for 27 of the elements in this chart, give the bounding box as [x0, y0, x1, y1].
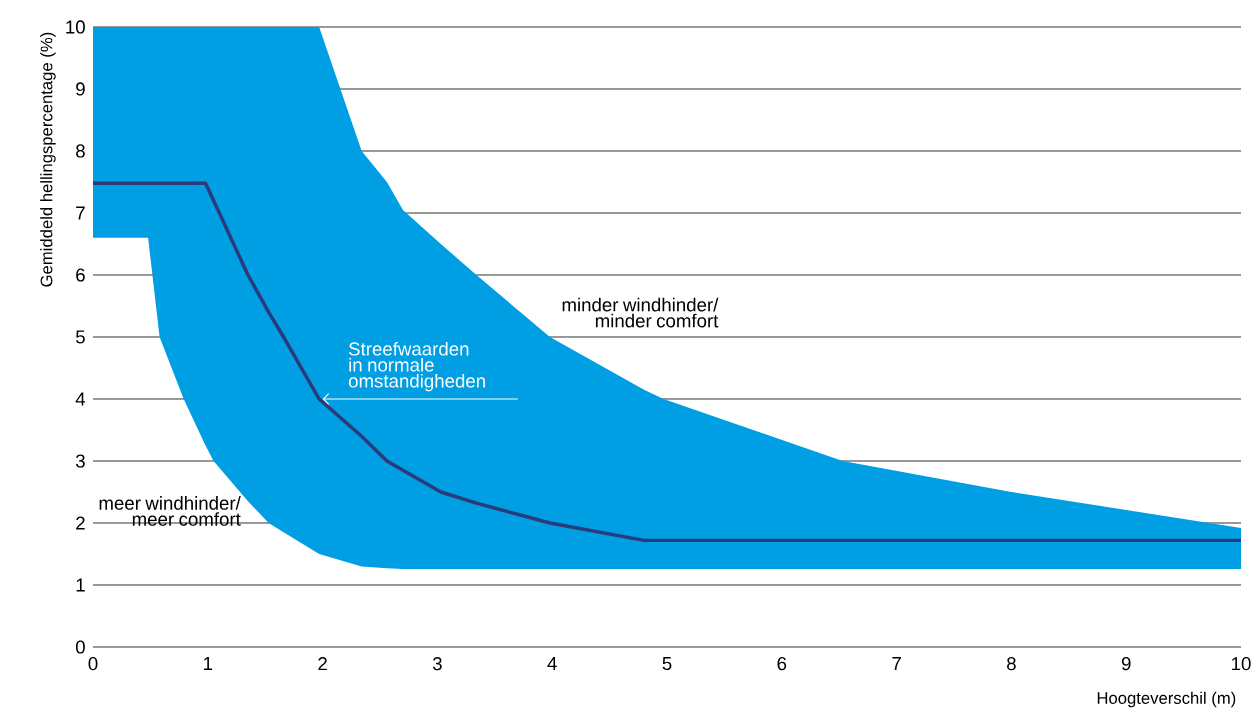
annotation: Streefwaarden in normale omstandigheden	[348, 341, 485, 392]
x-tick-label: 1	[204, 657, 213, 670]
y-tick-label: 0	[75, 640, 85, 654]
x-tick-label: 4	[547, 657, 557, 670]
y-axis-title: Gemiddeld hellingspercentage (%)	[40, 32, 56, 287]
x-tick-label: 8	[1007, 657, 1016, 671]
x-tick-label: 2	[318, 657, 327, 671]
y-tick-label: 4	[75, 392, 86, 406]
y-tick-label: 1	[76, 578, 85, 592]
y-tick-label: 8	[76, 144, 85, 158]
x-tick-label: 10	[1232, 657, 1251, 671]
x-axis-title: Hoogteverschil (m)	[1097, 691, 1236, 708]
y-tick-label: 2	[76, 516, 85, 530]
x-tick-label: 0	[88, 657, 98, 671]
y-tick-label: 6	[76, 268, 85, 282]
annotation: meer windhinder/ meer comfort	[99, 496, 241, 526]
annotation: minder windhinder/ minder comfort	[562, 297, 719, 328]
y-tick-label: 3	[75, 454, 85, 468]
x-tick-label: 7	[892, 657, 901, 670]
x-tick-label: 5	[662, 657, 672, 671]
y-tick-label: 9	[76, 82, 85, 96]
y-tick-label: 7	[76, 206, 85, 220]
y-tick-label: 10	[66, 20, 85, 34]
x-tick-label: 9	[1121, 657, 1131, 671]
y-tick-label: 5	[76, 330, 85, 344]
x-tick-label: 3	[432, 657, 442, 671]
x-tick-label: 6	[777, 657, 787, 671]
